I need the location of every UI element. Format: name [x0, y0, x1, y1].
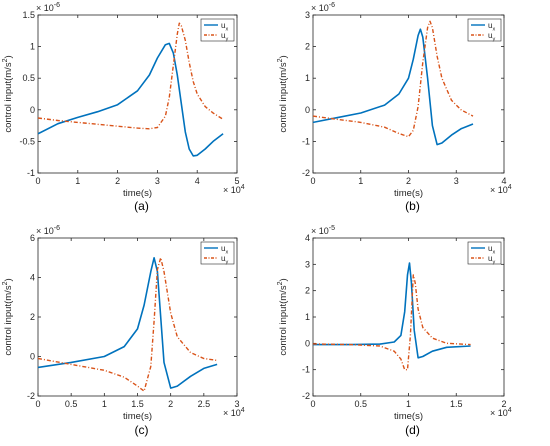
series-line-uy [38, 22, 224, 130]
x-tick-label: 1 [406, 399, 411, 409]
y-axis-label: control input(m/s2) [277, 55, 289, 132]
plot-area [37, 14, 238, 174]
x-exponent-label: × 104 [223, 184, 245, 195]
y-exponent-label: × 10-5 [311, 225, 335, 236]
x-axis-label: time(s) [123, 188, 152, 199]
legend-label: ux [488, 244, 495, 256]
legend-label: uy [221, 254, 228, 266]
x-tick-label: 0 [310, 399, 315, 409]
subfigure-caption: (c) [135, 423, 149, 437]
subfigure-caption: (a) [134, 199, 149, 213]
legend-box [200, 241, 235, 265]
x-tick-label: 0 [35, 399, 40, 409]
y-tick-label: 4 [305, 233, 310, 243]
x-exponent-label: × 104 [223, 407, 245, 418]
x-axis-label: time(s) [394, 188, 423, 199]
x-tick-label: 0 [310, 176, 315, 186]
x-tick-label: 4 [501, 176, 506, 186]
legend-label: uy [221, 31, 228, 43]
y-tick-label: 0 [30, 105, 35, 115]
series-line-uy [313, 274, 471, 371]
x-tick-label: 1.5 [450, 399, 463, 409]
x-tick-label: 0.5 [354, 399, 367, 409]
legend-label: uy [488, 31, 495, 43]
y-tick-label: -1 [302, 365, 310, 375]
y-tick-label: -2 [302, 168, 310, 178]
y-tick-label: -0.5 [19, 136, 35, 146]
x-tick-label: 1 [102, 399, 107, 409]
subfigure-caption: (d) [405, 423, 420, 437]
series-line-ux [38, 256, 218, 389]
x-axis-label: time(s) [123, 411, 152, 422]
x-tick-label: 2 [168, 399, 173, 409]
y-tick-label: -1 [27, 168, 35, 178]
y-axis-label: control input(m/s2) [2, 278, 14, 355]
legend-box [467, 18, 502, 42]
y-tick-label: 1 [305, 73, 310, 83]
x-tick-label: 2 [406, 176, 411, 186]
y-tick-label: 0 [305, 105, 310, 115]
x-tick-label: 0.5 [65, 399, 78, 409]
x-tick-label: 2.5 [198, 399, 211, 409]
x-tick-label: 5 [234, 176, 239, 186]
y-axis-label: control input(m/s2) [2, 55, 14, 132]
y-tick-label: 1.5 [22, 10, 35, 20]
chart-4: 0 0.5 1 1.5 2 -2 -1 0 1 2 3 4× 10-5 × 104 time(s) cont… [277, 225, 512, 437]
y-axis-label: control input(m/s2) [277, 278, 289, 355]
legend-label: ux [221, 21, 228, 33]
y-tick-label: 2 [30, 312, 35, 322]
y-tick-label: 1 [305, 312, 310, 322]
y-tick-label: 3 [305, 10, 310, 20]
x-tick-label: 3 [155, 176, 160, 186]
y-tick-label: 0.5 [22, 73, 35, 83]
legend-label: ux [488, 21, 495, 33]
x-tick-label: 4 [195, 176, 200, 186]
x-tick-label: 3 [234, 399, 239, 409]
legend-label: ux [221, 244, 228, 256]
x-tick-label: 2 [501, 399, 506, 409]
y-tick-label: 4 [30, 273, 35, 283]
series-line-ux [313, 262, 471, 359]
y-tick-label: 1 [30, 42, 35, 52]
x-tick-label: 0 [35, 176, 40, 186]
y-tick-label: -2 [27, 391, 35, 401]
y-exponent-label: × 10-6 [36, 225, 60, 236]
y-tick-label: 6 [30, 233, 35, 243]
subfigure-caption: (b) [405, 199, 420, 213]
legend-box [200, 18, 235, 42]
x-tick-label: 1 [75, 176, 80, 186]
y-tick-label: 2 [305, 42, 310, 52]
y-tick-label: 2 [305, 286, 310, 296]
x-axis-label: time(s) [394, 411, 423, 422]
chart-1: 0 1 2 3 4 5 -1 -0.5 0 0.5 1 1.5× 10-6 × 104 time(s) co… [2, 2, 245, 213]
series-line-ux [38, 42, 224, 157]
y-tick-label: 0 [30, 352, 35, 362]
legend-box [467, 241, 502, 265]
y-exponent-label: × 10-6 [36, 2, 60, 13]
x-tick-label: 3 [454, 176, 459, 186]
y-tick-label: 3 [305, 259, 310, 269]
y-tick-label: 0 [305, 338, 310, 348]
x-exponent-label: × 104 [490, 184, 512, 195]
series-line-uy [313, 20, 474, 138]
series-line-ux [313, 28, 474, 146]
x-tick-label: 2 [115, 176, 120, 186]
y-tick-label: -1 [302, 136, 310, 146]
y-tick-label: -2 [302, 391, 310, 401]
plot-area [312, 14, 505, 174]
x-tick-label: 1.5 [131, 399, 144, 409]
legend-label: uy [488, 254, 495, 266]
y-exponent-label: × 10-6 [311, 2, 335, 13]
x-exponent-label: × 104 [490, 407, 512, 418]
series-line-uy [38, 257, 218, 392]
x-tick-label: 1 [358, 176, 363, 186]
